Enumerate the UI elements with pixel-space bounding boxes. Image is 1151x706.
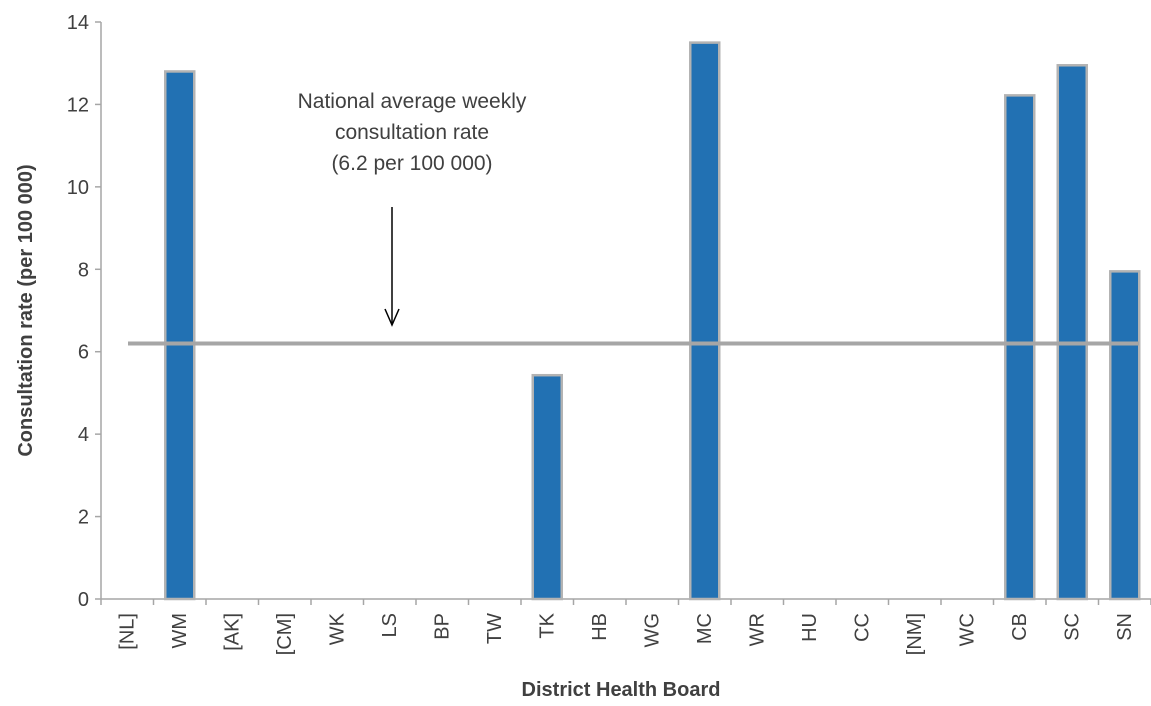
y-tick-label: 14 (67, 12, 89, 34)
x-axis-title: District Health Board (522, 679, 721, 701)
y-tick-label: 10 (67, 177, 89, 199)
x-tick-label: BP (431, 613, 453, 640)
annotation-line-2: consultation rate (335, 121, 489, 144)
y-axis: 0 2 4 6 8 10 12 14 (67, 12, 102, 611)
bar-sc (1056, 64, 1088, 601)
reference-annotation: National average weekly consultation rate… (298, 90, 527, 327)
bar-mc (689, 41, 721, 601)
x-tick-label: HU (799, 613, 821, 642)
arrow-down-icon (384, 308, 400, 327)
annotation-line-1: National average weekly (298, 90, 527, 113)
y-tick-label: 0 (78, 589, 89, 611)
y-tick-label: 2 (78, 507, 89, 529)
x-tick-label: WC (956, 613, 978, 646)
y-tick-label: 6 (78, 342, 89, 364)
y-tick-label: 8 (78, 259, 89, 281)
y-tick-label: 4 (78, 424, 89, 446)
y-axis-title: Consultation rate (per 100 000) (15, 164, 37, 456)
x-tick-label: CB (1009, 613, 1031, 641)
x-tick-label: HB (589, 613, 611, 641)
x-tick-label: WR (746, 613, 768, 646)
bar-sn (1109, 270, 1141, 601)
x-tick-label: [NM] (904, 613, 926, 655)
x-tick-label: WM (169, 613, 191, 649)
y-tick-label: 12 (67, 94, 89, 116)
bars (164, 41, 1141, 601)
x-tick-label: CC (851, 613, 873, 642)
x-tick-label: SC (1061, 613, 1083, 641)
bar-tk (531, 373, 563, 601)
bar-cb (1004, 94, 1036, 601)
x-tick-label: MC (694, 613, 716, 644)
x-tick-label: WK (326, 612, 348, 645)
annotation-line-3: (6.2 per 100 000) (331, 152, 492, 175)
x-tick-label: [AK] (221, 613, 243, 651)
x-tick-label: [NL] (116, 613, 138, 650)
x-tick-label: LS (379, 613, 401, 637)
x-tick-label: SN (1114, 613, 1136, 641)
x-tick-label: [CM] (274, 613, 296, 655)
x-axis: [NL] WM [AK] [CM] WK LS BP TW TK HB WG MC WR HU CC [NM]… (100, 598, 1151, 655)
x-tick-label: TW (484, 613, 506, 644)
x-tick-label: WG (641, 613, 663, 647)
x-tick-label: TK (536, 612, 558, 638)
bar-wm (164, 70, 196, 601)
